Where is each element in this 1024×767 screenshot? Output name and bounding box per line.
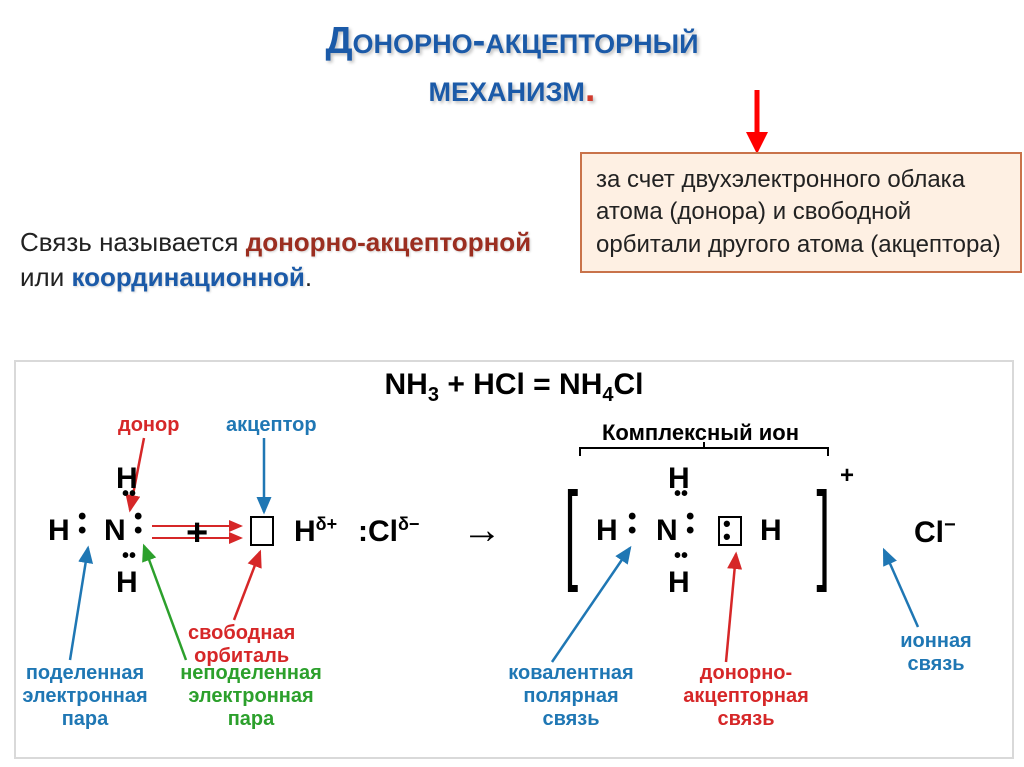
title-dot: .: [585, 68, 596, 110]
info-text: за счет двухэлектронного облака атома (д…: [596, 166, 1001, 258]
c-dots-top: ••: [674, 490, 688, 498]
atom-H-left: H: [48, 514, 70, 548]
equation: NH3 + HCl = NH4Cl: [16, 368, 1012, 407]
term-donor-acceptor: донорно-акцепторной: [246, 227, 531, 257]
info-box: за счет двухэлектронного облака атома (д…: [580, 152, 1022, 273]
atom-H-bottom: H: [116, 566, 138, 600]
page-title: Донорно-акцепторный механизм.: [0, 0, 1024, 113]
label-covalent-polar: ковалентнаяполярнаясвязь: [496, 662, 646, 731]
title-line1: Донорно-акцепторный: [325, 20, 698, 62]
dots-bottom: ••: [122, 552, 136, 560]
c-H-right: H: [760, 514, 782, 548]
atom-H-delta: Hδ+: [294, 514, 337, 549]
term-coordination: координационной: [71, 262, 304, 292]
free-orbital-box: [250, 516, 274, 546]
bracket-charge: +: [840, 462, 854, 490]
label-complex-ion: Комплексный ион: [602, 420, 799, 446]
c-dots-right: ••: [686, 510, 694, 538]
label-donor: донор: [118, 414, 179, 437]
reaction-diagram: NH3 + HCl = NH4Cl донор акцептор Комплек…: [14, 360, 1014, 759]
atom-Cl-delta: :Clδ−: [358, 514, 419, 549]
title-line2: механизм: [429, 68, 585, 110]
label-shared-pair: поделеннаяэлектроннаяпара: [10, 662, 160, 731]
reaction-arrow: →: [462, 508, 502, 553]
c-orbital-box: ••: [718, 516, 742, 546]
arrow-down-icon: [742, 88, 772, 158]
c-H-bottom: H: [668, 566, 690, 600]
dots-top: ••: [122, 490, 136, 498]
plus-sign: +: [186, 512, 208, 555]
dots-right: ••: [134, 510, 139, 538]
c-H-left: H: [596, 514, 618, 548]
bracket-left: [: [564, 482, 578, 582]
label-lone-pair: неподеленнаяэлектроннаяпара: [166, 662, 336, 731]
atom-Cl-minus: Cl−: [914, 514, 956, 550]
atom-N: N: [104, 514, 126, 548]
definition-text: Связь называется донорно-акцепторной или…: [20, 225, 560, 295]
c-dots-left: ••: [628, 510, 636, 538]
dots-left: ••: [78, 510, 83, 538]
label-da-bond: донорно-акцепторнаясвязь: [666, 662, 826, 731]
c-N: N: [656, 514, 678, 548]
label-acceptor: акцептор: [226, 414, 317, 437]
label-ionic: ионнаясвязь: [886, 630, 986, 676]
c-dots-bottom: ••: [674, 552, 688, 560]
bracket-right: ]: [816, 482, 830, 582]
